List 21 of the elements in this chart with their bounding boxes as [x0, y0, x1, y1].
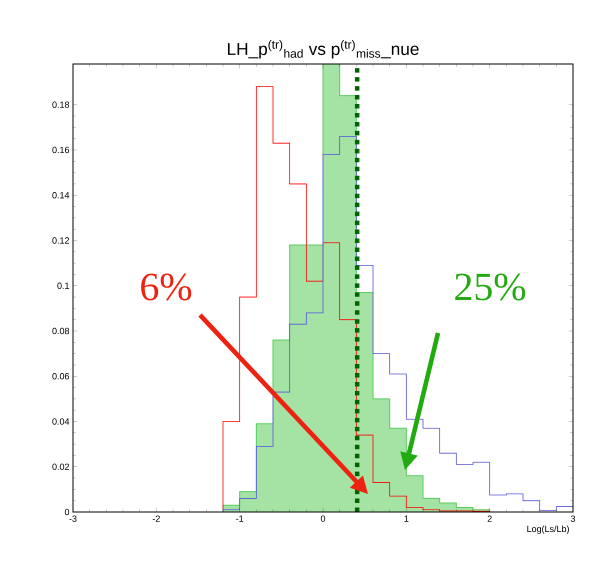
y-tick-label: 0.1 [57, 282, 70, 289]
x-axis-title: Log(Ls/Lb) [527, 525, 569, 534]
chart-title: LH_p$^{(tr)}$$_{had}$ vs p$^{(tr)}$$_{miss}$_nue [228, 40, 419, 58]
y-tick-label: 0.14 [52, 192, 70, 198]
x-tick-label: -1 [236, 516, 244, 522]
y-tick-label: 0.06 [52, 373, 70, 380]
y-tick-label: 0 [64, 508, 70, 516]
y-tick-label: 0.04 [52, 418, 70, 425]
x-tick-label: 3 [570, 516, 576, 522]
y-tick-label: 0.12 [52, 237, 70, 244]
annotation: 6% [141, 273, 192, 301]
annotation: 25% [455, 273, 526, 301]
x-tick-label: 2 [488, 516, 492, 522]
x-tick-label: 0 [320, 516, 326, 522]
y-tick-label: 0.16 [52, 146, 70, 154]
y-tick-label: 0.18 [52, 102, 70, 108]
x-tick-label: -3 [69, 516, 77, 522]
x-tick-label: -2 [152, 516, 160, 522]
y-tick-label: 0.02 [52, 464, 70, 470]
y-tick-label: 0.08 [52, 328, 70, 334]
x-tick-label: 1 [404, 516, 408, 522]
